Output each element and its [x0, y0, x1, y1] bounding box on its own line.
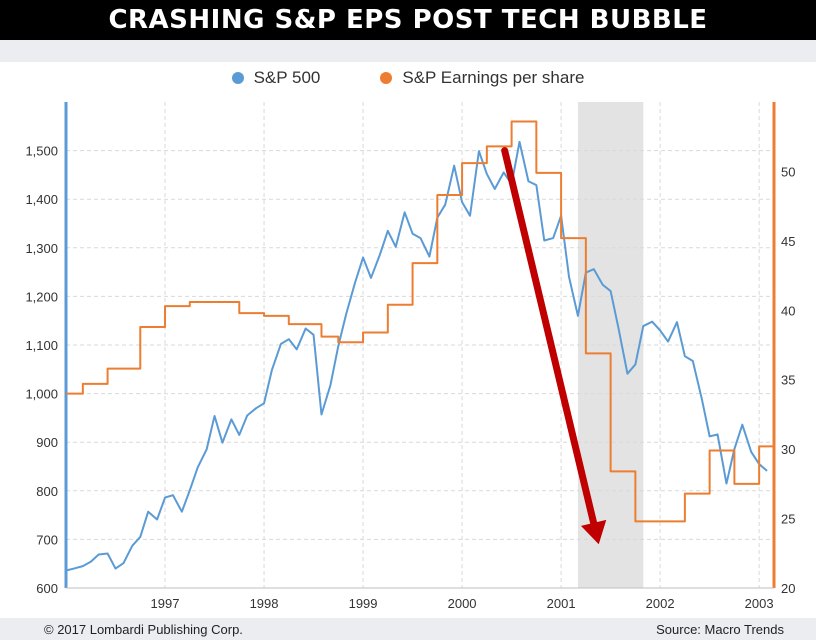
- annotation-arrow-shaft: [501, 147, 598, 527]
- y-right-tick-label: 20: [781, 581, 795, 596]
- y-right-tick-label: 30: [781, 442, 795, 457]
- y-left-tick-label: 800: [36, 484, 58, 499]
- y-left-tick-label: 600: [36, 581, 58, 596]
- y-right-tick-label: 40: [781, 303, 795, 318]
- chart-plot: 600 700 800 900 1,000 1,100 1,200 1,300 1,400 1,5…: [25, 102, 795, 611]
- legend-label-sp500: S&P 500: [253, 68, 321, 87]
- legend-item-eps[interactable]: S&P Earnings per share: [380, 68, 584, 88]
- source-text: Source: Macro Trends: [656, 622, 784, 637]
- legend-label-eps: S&P Earnings per share: [402, 68, 585, 87]
- x-tick-label: 2000: [448, 596, 477, 611]
- y-left-tick-label: 1,300: [25, 241, 58, 256]
- title-bar: CRASHING S&P EPS POST TECH BUBBLE: [0, 0, 816, 40]
- y-left-tick-label: 1,400: [25, 192, 58, 207]
- series-line-sp500: [65, 140, 768, 572]
- y-left-tick-label: 900: [36, 435, 58, 450]
- x-tick-label: 1997: [151, 596, 180, 611]
- y-left-tick-label: 1,100: [25, 338, 58, 353]
- x-tick-label: 1998: [250, 596, 279, 611]
- y-right-tick-label: 45: [781, 234, 795, 249]
- y-right-tick-label: 25: [781, 512, 795, 527]
- series-line-eps: [66, 120, 774, 523]
- y-left-tick-label: 1,500: [25, 144, 58, 159]
- y-left-tick-label: 700: [36, 532, 58, 547]
- annotation-arrow-head: [580, 519, 607, 545]
- x-tick-label: 2002: [646, 596, 675, 611]
- legend-marker-eps: [380, 72, 393, 84]
- header-band: [0, 40, 816, 62]
- legend-item-sp500[interactable]: S&P 500: [231, 68, 321, 88]
- footer: © 2017 Lombardi Publishing Corp. Source:…: [0, 618, 816, 640]
- y-left-tick-label: 1,200: [25, 289, 58, 304]
- x-tick-label: 2001: [547, 596, 576, 611]
- copyright-text: © 2017 Lombardi Publishing Corp.: [44, 622, 243, 637]
- legend: S&P 500 S&P Earnings per share: [0, 64, 816, 92]
- y-left-tick-label: 1,000: [25, 387, 58, 402]
- y-right-tick-label: 35: [781, 373, 795, 388]
- x-tick-label: 2003: [745, 596, 774, 611]
- chart-title: CRASHING S&P EPS POST TECH BUBBLE: [108, 5, 708, 35]
- x-tick-label: 1999: [349, 596, 378, 611]
- legend-marker-sp500: [231, 72, 244, 84]
- y-right-tick-label: 50: [781, 164, 795, 179]
